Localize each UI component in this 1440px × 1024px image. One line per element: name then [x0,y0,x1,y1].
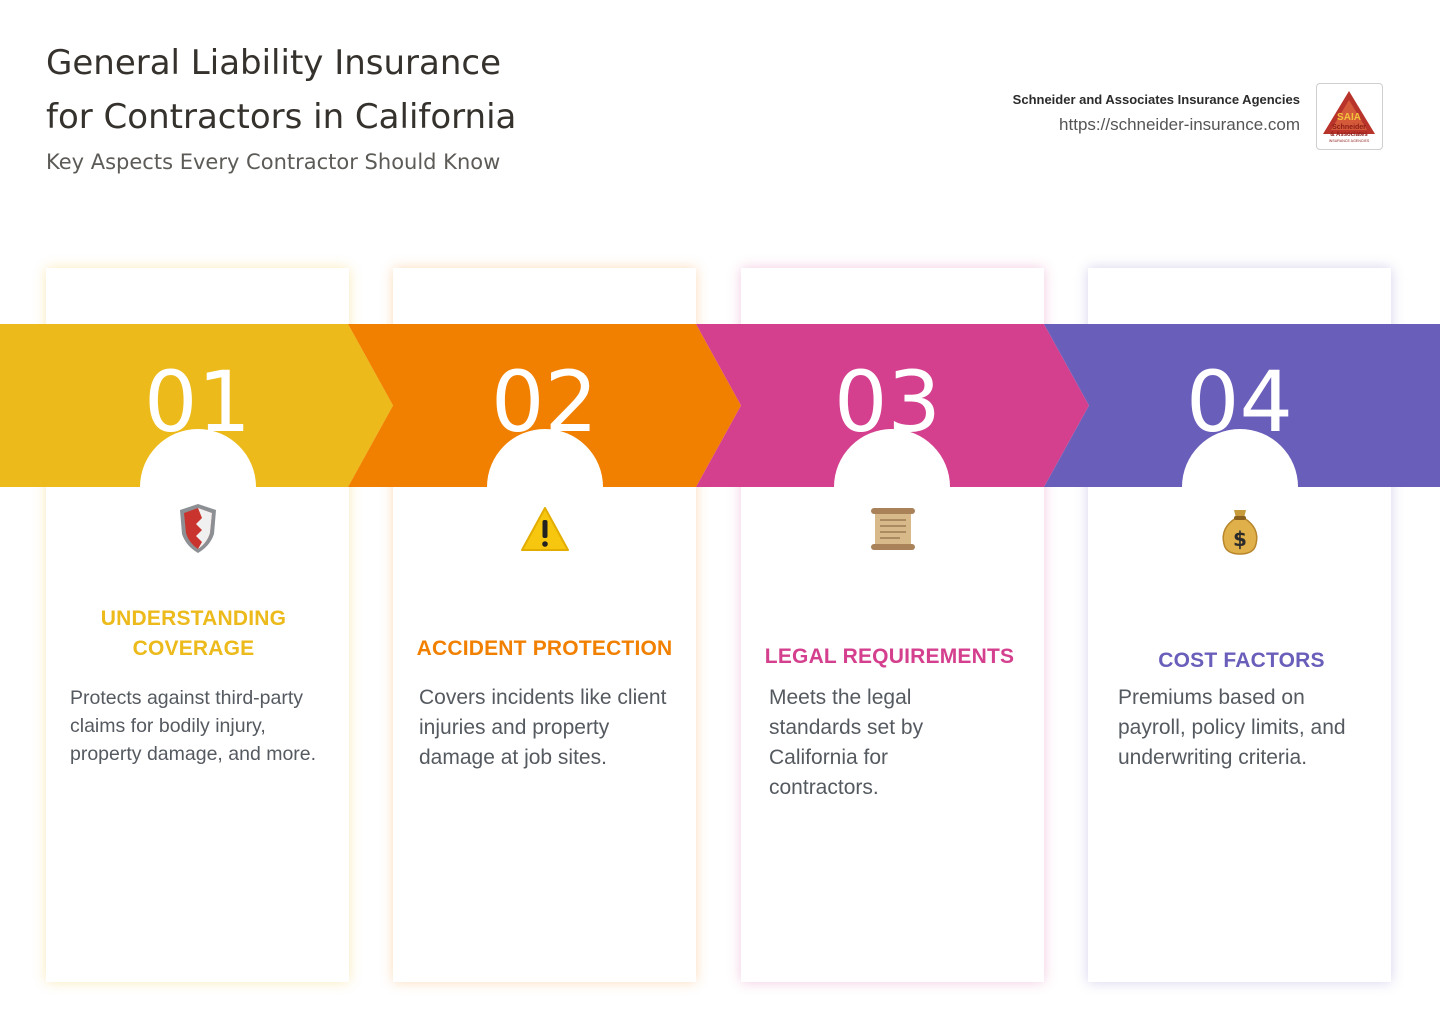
shield-icon [180,504,216,553]
brand-block: Schneider and Associates Insurance Agenc… [1013,92,1300,135]
logo-monogram: SAIA [1337,112,1361,123]
notch-2 [487,429,603,487]
step-number-2: 02 [491,353,598,451]
svg-text:$: $ [1233,527,1247,551]
step-icon-wrap-4: $ [1088,500,1391,580]
page-title: General Liability Insurance for Contract… [46,36,606,144]
brand-url[interactable]: https://schneider-insurance.com [1059,115,1300,134]
money-bag-icon: $ [1222,510,1258,555]
chevron-2 [348,324,741,487]
title-line-2: for Contractors in California [46,97,517,137]
step-heading-1-line-1: UNDERSTANDING [100,607,287,630]
step-description-2: Covers incidents like client injuries an… [419,686,667,769]
chevron-3 [696,324,1089,487]
warning-icon [521,507,569,551]
chevron-banner [0,324,1440,487]
step-heading-3: LEGAL REQUIREMENTS [764,645,1015,668]
brand-logo: SAIA Schneider & Associates INSURANCE AG… [1316,83,1383,150]
scroll-icon [871,508,915,550]
step-heading-2: ACCIDENT PROTECTION [416,637,673,660]
step-description-3: Meets the legal standards set by Califor… [769,686,924,799]
notch-1 [140,429,256,487]
chevron-1 [0,324,393,487]
chevron-4 [1044,324,1440,487]
step-heading-1-line-2: COVERAGE [132,637,255,660]
step-icon-wrap-1 [46,500,349,580]
logo-line-3: INSURANCE AGENCIES [1329,139,1370,143]
notch-4 [1182,429,1298,487]
step-number-4: 04 [1186,353,1293,451]
step-heading-4: COST FACTORS [1158,649,1325,672]
step-number-1: 01 [144,353,251,451]
step-description-4: Premiums based on payroll, policy limits… [1118,686,1346,769]
step-description-1: Protects against third-party claims for … [70,687,317,765]
brand-name: Schneider and Associates Insurance Agenc… [1012,92,1300,107]
title-line-1: General Liability Insurance [46,43,502,83]
logo-line-1: Schneider [1332,124,1366,131]
step-icon-wrap-3 [741,500,1044,580]
notch-3 [834,429,950,487]
step-heading-1: UNDERSTANDING COVERAGE [42,604,345,664]
step-icon-wrap-2 [393,500,696,580]
page-subtitle: Key Aspects Every Contractor Should Know [46,150,501,174]
logo-line-2: & Associates [1330,132,1368,138]
step-number-3: 03 [834,353,941,451]
